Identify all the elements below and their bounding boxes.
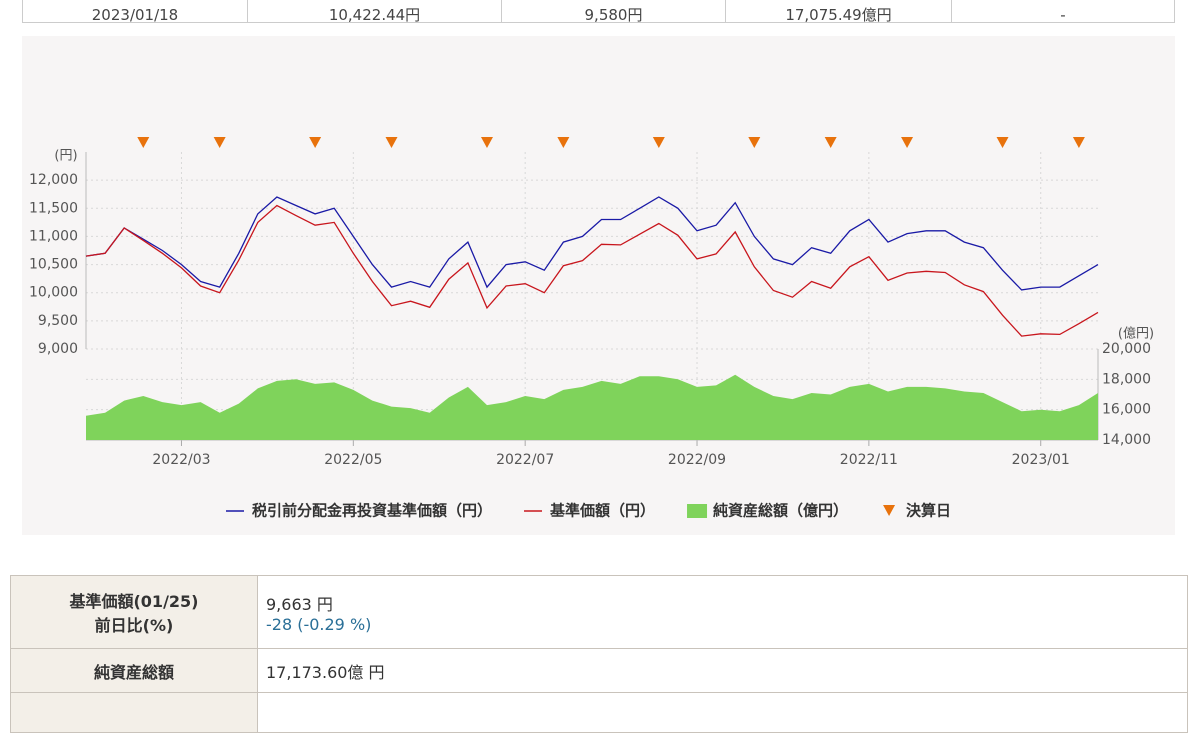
- y-tick-label: 10,500: [29, 257, 78, 273]
- x-tick-label: 2022/05: [324, 452, 382, 468]
- summary-table: 基準価額(01/25) 前日比(%) 9,663 円 -28 (-0.29 %) 純…: [10, 575, 1188, 733]
- y2-unit: (億円): [1118, 326, 1154, 342]
- settlement-marker: [1072, 137, 1085, 148]
- y2-tick-label: 14,000: [1102, 432, 1151, 448]
- top-table: 2023/01/18 10,422.44円 9,580円 17,075.49億円…: [22, 0, 1175, 23]
- x-tick-label: 2022/09: [668, 452, 726, 468]
- legend-label: 基準価額（円）: [549, 502, 655, 520]
- page: 2023/01/18 10,422.44円 9,580円 17,075.49億円…: [10, 0, 1188, 733]
- legend-label: 税引前分配金再投資基準価額（円）: [252, 502, 492, 520]
- legend-symbol: [687, 504, 708, 518]
- x-tick-label: 2022/11: [840, 452, 898, 468]
- legend-symbol: [883, 505, 896, 516]
- y-tick-label: 11,500: [29, 200, 78, 216]
- y-tick-label: 9,500: [38, 313, 78, 329]
- settlement-marker: [385, 137, 398, 148]
- settlement-marker: [309, 137, 322, 148]
- change: -28 (-0.29 %): [266, 614, 372, 634]
- value-cell: 9,663 円 -28 (-0.29 %): [257, 575, 1188, 649]
- y-tick-label: 12,000: [29, 172, 78, 188]
- settlement-marker: [213, 137, 226, 148]
- line: [85, 196, 1099, 291]
- label-cell: [10, 692, 258, 733]
- label: 前日比(%): [94, 616, 174, 635]
- label-cell: 純資産総額: [10, 648, 258, 693]
- legend-label: 決算日: [906, 502, 951, 520]
- cell: 17,075.49億円: [725, 0, 952, 23]
- cell: 2023/01/18: [22, 0, 248, 23]
- settlement-marker: [557, 137, 570, 148]
- settlement-marker: [901, 137, 914, 148]
- settlement-marker: [652, 137, 665, 148]
- y2-tick-label: 16,000: [1102, 402, 1151, 418]
- line: [85, 204, 1099, 337]
- value-cell: [257, 692, 1188, 733]
- label: 純資産総額: [93, 662, 174, 682]
- value: 17,173.60億 円: [266, 662, 385, 682]
- chart: (円) (億円) 9,000 9,500 10,000 10,500 11,000 11,…: [22, 36, 1175, 535]
- settlement-marker: [480, 137, 493, 148]
- settlement-marker: [996, 137, 1009, 148]
- label: 基準価額(01/25): [69, 592, 199, 611]
- cell: 9,580円: [501, 0, 726, 23]
- value-cell: 17,173.60億 円: [257, 648, 1188, 693]
- label-cell: 基準価額(01/25) 前日比(%): [10, 575, 258, 649]
- y-unit: (円): [54, 149, 77, 164]
- area: [86, 374, 1098, 440]
- x-tick-label: 2022/03: [152, 452, 210, 468]
- y-tick-label: 9,000: [38, 341, 78, 357]
- cell: 10,422.44円: [247, 0, 502, 23]
- settlement-marker: [137, 137, 150, 148]
- x-tick-label: 2022/07: [496, 452, 554, 468]
- x-tick-label: 2023/01: [1012, 452, 1070, 468]
- y-tick-label: 10,000: [29, 285, 78, 301]
- settlement-marker: [748, 137, 761, 148]
- y-tick-label: 11,000: [29, 228, 78, 244]
- settlement-marker: [824, 137, 837, 148]
- legend-label: 純資産総額（億円）: [713, 502, 848, 520]
- cell: -: [951, 0, 1175, 23]
- y2-tick-label: 20,000: [1102, 341, 1151, 357]
- y2-tick-label: 18,000: [1102, 371, 1151, 387]
- value: 9,663 円: [266, 594, 333, 614]
